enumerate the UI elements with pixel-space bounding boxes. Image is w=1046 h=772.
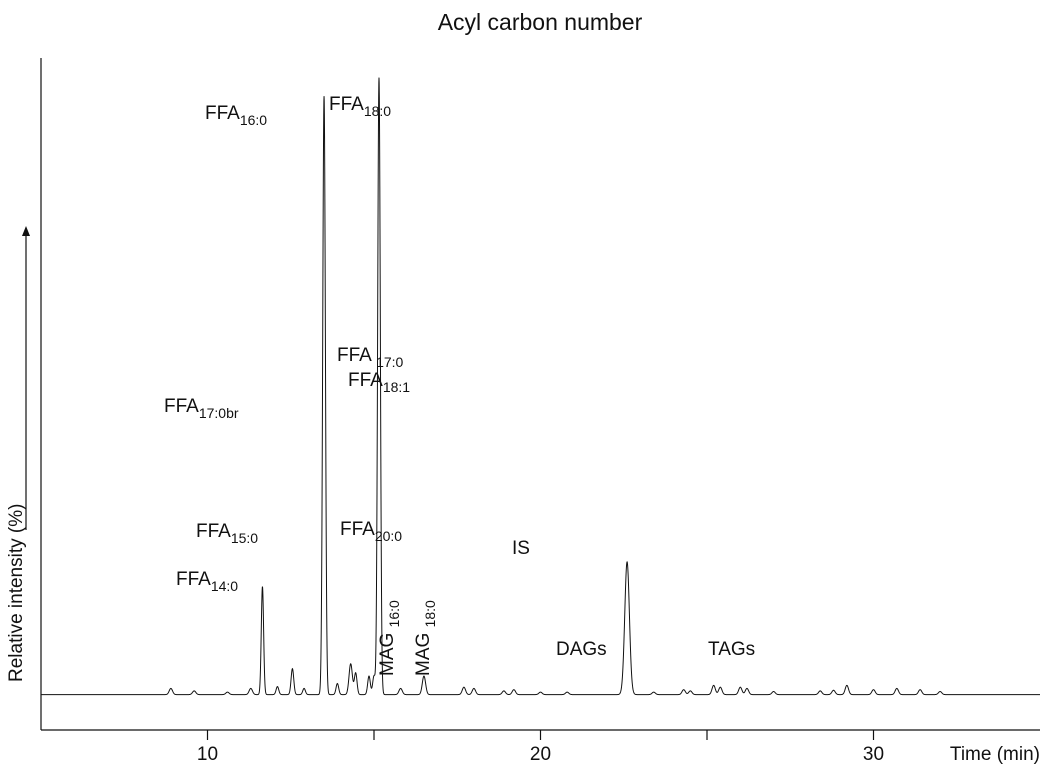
label-ffa-15-0: FFA15:0: [196, 521, 258, 546]
label-ffa-17-0: FFA 17:0: [337, 345, 404, 370]
label-ffa-20-0: FFA20:0: [340, 519, 402, 544]
y-axis-arrowhead: [22, 226, 30, 236]
x-major-ticks: 10 20 30: [197, 730, 884, 765]
label-tags: TAGs: [708, 639, 755, 660]
label-mag-16-0: MAG 16:0: [377, 600, 402, 676]
peak-annotations: FFA16:0 FFA18:0 FFA 17:0 FFA18:1 FFA17:0…: [164, 94, 755, 676]
y-axis-label: Relative intensity (%): [6, 504, 27, 682]
x-tick-label-10: 10: [197, 744, 218, 765]
label-ffa-17-0br: FFA17:0br: [164, 396, 239, 421]
chart-title: Acyl carbon number: [438, 9, 643, 35]
label-ffa-16-0: FFA16:0: [205, 103, 267, 128]
label-dags: DAGs: [556, 639, 607, 660]
x-minor-ticks: [373, 730, 708, 740]
label-ffa-18-0: FFA18:0: [329, 94, 391, 119]
x-tick-label-30: 30: [863, 744, 884, 765]
label-mag-18-0: MAG 18:0: [413, 600, 438, 676]
x-axis-label: Time (min): [950, 744, 1040, 765]
x-tick-label-20: 20: [530, 744, 551, 765]
label-is: IS: [512, 538, 530, 559]
chromatogram-trace: [41, 77, 1040, 696]
label-ffa-14-0: FFA14:0: [176, 569, 238, 594]
label-ffa-18-1: FFA18:1: [348, 370, 410, 395]
